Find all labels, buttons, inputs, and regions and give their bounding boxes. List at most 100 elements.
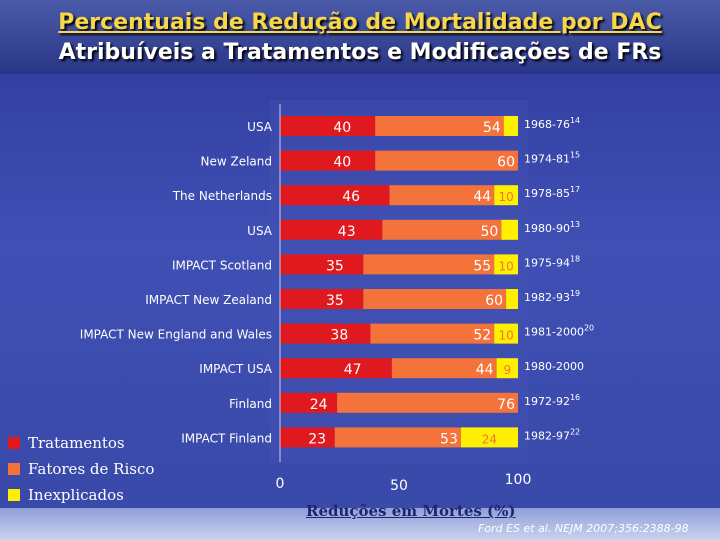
- bar-treatments: [280, 116, 376, 136]
- bar-treatments: [280, 254, 364, 275]
- bar-risk-factors: [391, 358, 497, 379]
- bar-unexplained: [503, 116, 518, 136]
- bar-treatments: [280, 150, 376, 171]
- bar-treatments: [280, 289, 364, 309]
- slide-title-line-2: Atribuíveis a Tratamentos e Modificações…: [58, 40, 662, 65]
- period-label: 1980-2000: [524, 360, 584, 373]
- bar-unexplained: [494, 323, 518, 344]
- data-label: 46: [342, 189, 360, 205]
- period-label: 1980-9013: [524, 220, 580, 235]
- data-label: 10: [498, 190, 513, 204]
- bar-risk-factors: [375, 150, 518, 171]
- category-label: IMPACT Scotland: [172, 258, 272, 272]
- category-label: New Zeland: [200, 155, 272, 169]
- bar-unexplained: [496, 358, 518, 379]
- bar-risk-factors: [389, 185, 495, 206]
- bar-risk-factors: [382, 219, 502, 240]
- legend-swatch-unexplained: [8, 489, 20, 501]
- bar-unexplained: [494, 254, 518, 275]
- period-label: 1978-8517: [524, 185, 580, 200]
- bar-treatments: [280, 185, 390, 206]
- bar-risk-factors: [363, 289, 507, 309]
- category-label: USA: [247, 120, 273, 134]
- period-label: 1981-200020: [524, 324, 594, 339]
- period-reference: 22: [570, 427, 580, 436]
- bar-risk-factors: [337, 392, 518, 413]
- period-reference: 19: [570, 289, 580, 298]
- period-reference: 18: [570, 254, 580, 263]
- data-label: 10: [498, 329, 513, 343]
- data-label: 40: [333, 120, 351, 136]
- category-label: USA: [247, 224, 273, 238]
- data-label: 53: [440, 431, 458, 447]
- category-label: IMPACT USA: [199, 362, 273, 376]
- legend-swatch-treatments: [8, 437, 20, 449]
- period-reference: 15: [570, 151, 580, 160]
- x-axis-label: Reduções em Mortes (%): [306, 502, 516, 520]
- data-label: 35: [326, 293, 344, 309]
- slide-title-line-1: Percentuais de Redução de Mortalidade po…: [58, 10, 662, 35]
- bar-risk-factors: [370, 323, 495, 344]
- bar-unexplained: [506, 289, 518, 309]
- legend-label-risk-factors: Fatores de Risco: [28, 460, 155, 478]
- bar-risk-factors: [334, 427, 461, 448]
- data-label: 10: [498, 259, 513, 273]
- category-label: IMPACT New Zealand: [145, 293, 272, 307]
- bar-treatments: [280, 323, 371, 344]
- data-label: 35: [326, 258, 344, 274]
- data-label: 40: [333, 155, 351, 171]
- bar-treatments: [280, 427, 335, 448]
- period-reference: 16: [570, 393, 580, 402]
- citation: Ford ES et al. NEJM 2007;356:2388-98: [478, 522, 689, 535]
- footer-band: [0, 508, 720, 540]
- data-label: 9: [503, 363, 511, 377]
- data-label: 60: [497, 155, 515, 171]
- data-label: 38: [330, 328, 348, 344]
- bar-treatments: [280, 219, 383, 240]
- data-label: 43: [338, 224, 356, 240]
- data-label: 54: [483, 120, 501, 136]
- bar-risk-factors: [375, 116, 504, 136]
- period-label: 1982-9722: [524, 427, 580, 442]
- period-label: 1972-9216: [524, 393, 580, 408]
- period-label: 1974-8115: [524, 151, 580, 166]
- legend-label-unexplained: Inexplicados: [28, 486, 124, 504]
- data-label: 76: [497, 397, 515, 413]
- period-reference: 17: [570, 185, 580, 194]
- legend-item-treatments: Tratamentos: [8, 430, 154, 456]
- category-label: IMPACT New England and Wales: [80, 328, 272, 342]
- period-label: 1975-9418: [524, 254, 580, 269]
- chart-legend: Tratamentos Fatores de Risco Inexplicado…: [8, 430, 154, 508]
- bar-treatments: [280, 358, 392, 379]
- legend-swatch-risk-factors: [8, 463, 20, 475]
- data-label: 60: [485, 293, 503, 309]
- data-label: 44: [473, 189, 491, 205]
- bar-treatments: [280, 392, 338, 413]
- data-label: 47: [344, 362, 362, 378]
- x-tick-label: 100: [505, 472, 532, 488]
- bar-unexplained: [460, 427, 518, 448]
- bar-unexplained: [501, 219, 518, 240]
- bar-unexplained: [494, 185, 518, 206]
- title-band: [0, 0, 720, 74]
- data-label: 52: [473, 328, 491, 344]
- category-label: Finland: [229, 397, 272, 411]
- category-label: IMPACT Finland: [181, 431, 272, 445]
- period-label: 1968-7614: [524, 116, 580, 131]
- bar-risk-factors: [363, 254, 495, 275]
- legend-label-treatments: Tratamentos: [28, 434, 125, 452]
- x-tick-label: 50: [390, 478, 408, 494]
- data-label: 44: [476, 362, 494, 378]
- data-label: 55: [473, 258, 491, 274]
- period-label: 1982-9319: [524, 289, 580, 304]
- data-label: 23: [308, 431, 326, 447]
- x-tick-label: 0: [276, 476, 285, 492]
- data-label: 24: [310, 397, 328, 413]
- period-reference: 13: [570, 220, 580, 229]
- legend-item-unexplained: Inexplicados: [8, 482, 154, 508]
- legend-item-risk-factors: Fatores de Risco: [8, 456, 154, 482]
- data-label: 50: [481, 224, 499, 240]
- period-reference: 14: [570, 116, 580, 125]
- data-label: 24: [482, 432, 497, 446]
